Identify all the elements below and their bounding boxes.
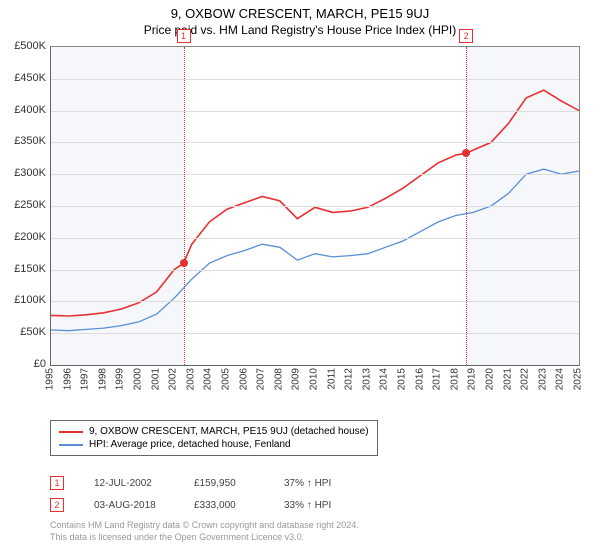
sale-hpi-delta: 33% ↑ HPI xyxy=(284,500,374,511)
sale-date: 03-AUG-2018 xyxy=(94,500,194,511)
legend-label: 9, OXBOW CRESCENT, MARCH, PE15 9UJ (deta… xyxy=(89,426,369,437)
x-axis-label: 2012 xyxy=(344,368,355,390)
legend-swatch xyxy=(59,444,83,446)
y-axis-label: £200K xyxy=(0,231,46,243)
x-axis-label: 2005 xyxy=(221,368,232,390)
x-axis-label: 2023 xyxy=(537,368,548,390)
y-axis-label: £350K xyxy=(0,135,46,147)
x-axis-label: 2010 xyxy=(309,368,320,390)
sale-marker-icon: 2 xyxy=(459,29,473,43)
chart-subtitle: Price paid vs. HM Land Registry's House … xyxy=(0,21,600,41)
y-axis-label: £400K xyxy=(0,104,46,116)
x-axis-label: 2011 xyxy=(326,368,337,390)
y-axis-label: £300K xyxy=(0,167,46,179)
y-axis-label: £50K xyxy=(0,326,46,338)
x-axis-label: 2002 xyxy=(168,368,179,390)
sale-hpi-delta: 37% ↑ HPI xyxy=(284,478,374,489)
sale-marker-icon: 1 xyxy=(50,476,64,490)
chart-title: 9, OXBOW CRESCENT, MARCH, PE15 9UJ xyxy=(0,0,600,21)
y-axis-label: £500K xyxy=(0,40,46,52)
legend-box: 9, OXBOW CRESCENT, MARCH, PE15 9UJ (deta… xyxy=(50,420,378,456)
x-axis-label: 2013 xyxy=(361,368,372,390)
footer-line: Contains HM Land Registry data © Crown c… xyxy=(50,520,359,532)
x-axis-label: 2022 xyxy=(520,368,531,390)
attribution-footer: Contains HM Land Registry data © Crown c… xyxy=(50,520,359,543)
y-axis-label: £0 xyxy=(0,358,46,370)
x-axis-label: 2020 xyxy=(485,368,496,390)
x-axis-label: 2000 xyxy=(133,368,144,390)
x-axis-label: 2018 xyxy=(449,368,460,390)
x-axis-label: 2019 xyxy=(467,368,478,390)
y-axis-label: £150K xyxy=(0,263,46,275)
x-axis-label: 1997 xyxy=(80,368,91,390)
series-line-property xyxy=(51,90,579,316)
x-axis-label: 2009 xyxy=(291,368,302,390)
sales-table: 1 12-JUL-2002 £159,950 37% ↑ HPI 2 03-AU… xyxy=(50,472,374,516)
x-axis-label: 2001 xyxy=(150,368,161,390)
x-axis-label: 2021 xyxy=(502,368,513,390)
sale-date: 12-JUL-2002 xyxy=(94,478,194,489)
x-axis-label: 2003 xyxy=(185,368,196,390)
x-axis-label: 2017 xyxy=(432,368,443,390)
y-axis-label: £250K xyxy=(0,199,46,211)
legend-item: HPI: Average price, detached house, Fenl… xyxy=(59,438,369,451)
plot-area: 12 xyxy=(50,46,580,366)
y-axis-label: £450K xyxy=(0,72,46,84)
sale-point-marker xyxy=(180,259,188,267)
x-axis-label: 2016 xyxy=(414,368,425,390)
x-axis-label: 2004 xyxy=(203,368,214,390)
sale-point-marker xyxy=(462,149,470,157)
x-axis-label: 1998 xyxy=(97,368,108,390)
x-axis-label: 2008 xyxy=(273,368,284,390)
sale-marker-icon: 2 xyxy=(50,498,64,512)
footer-line: This data is licensed under the Open Gov… xyxy=(50,532,359,544)
x-axis-label: 1995 xyxy=(45,368,56,390)
y-axis-label: £100K xyxy=(0,294,46,306)
sale-marker-icon: 1 xyxy=(177,29,191,43)
x-axis-label: 2006 xyxy=(238,368,249,390)
sale-price: £159,950 xyxy=(194,478,284,489)
sales-row: 1 12-JUL-2002 £159,950 37% ↑ HPI xyxy=(50,472,374,494)
x-axis-label: 2025 xyxy=(573,368,584,390)
x-axis-label: 2024 xyxy=(555,368,566,390)
x-axis-label: 1999 xyxy=(115,368,126,390)
sale-price: £333,000 xyxy=(194,500,284,511)
legend-label: HPI: Average price, detached house, Fenl… xyxy=(89,439,291,450)
x-axis-label: 2015 xyxy=(397,368,408,390)
x-axis-label: 1996 xyxy=(62,368,73,390)
legend-swatch xyxy=(59,431,83,433)
x-axis-label: 2007 xyxy=(256,368,267,390)
chart-container: 9, OXBOW CRESCENT, MARCH, PE15 9UJ Price… xyxy=(0,0,600,560)
sales-row: 2 03-AUG-2018 £333,000 33% ↑ HPI xyxy=(50,494,374,516)
legend-item: 9, OXBOW CRESCENT, MARCH, PE15 9UJ (deta… xyxy=(59,425,369,438)
x-axis-label: 2014 xyxy=(379,368,390,390)
